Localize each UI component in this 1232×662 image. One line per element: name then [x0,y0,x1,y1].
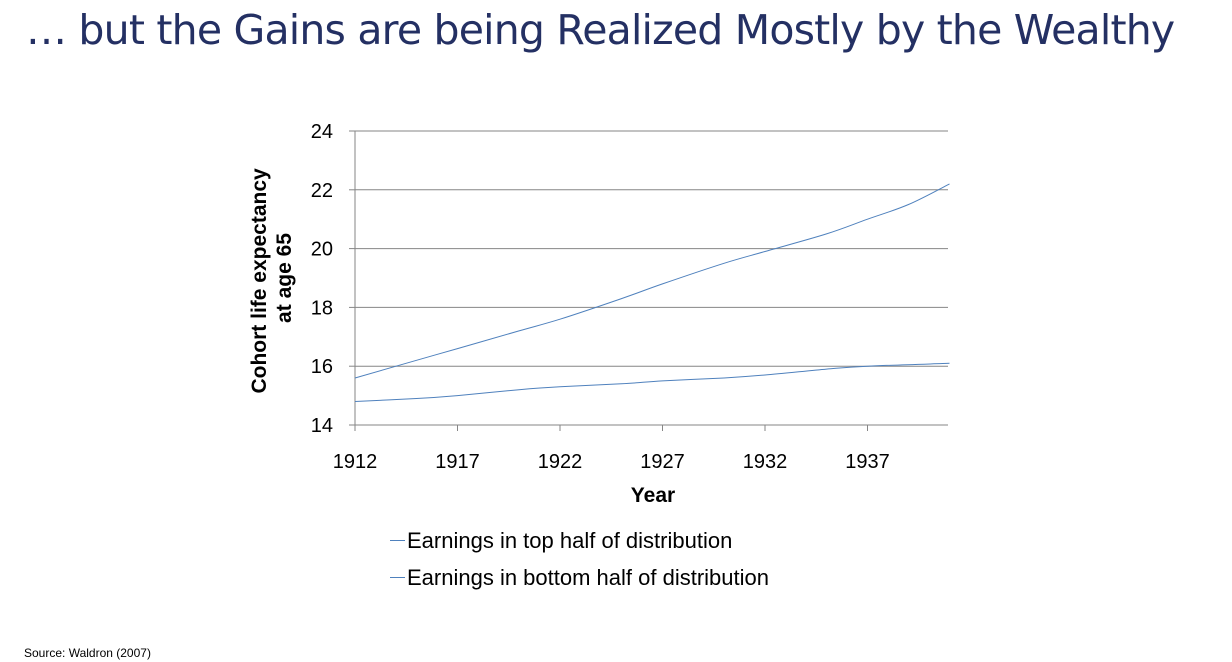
x-tick-label: 1937 [845,451,890,473]
y-tick-label: 16 [311,356,333,378]
gridlines [355,130,948,367]
x-axis-title: Year [631,484,675,507]
series-line-top-half [354,183,950,379]
y-tick-label: 18 [311,297,333,319]
source-note: Source: Waldron (2007) [24,646,151,660]
y-axis-title-line-1: Cohort life expectancy [248,168,271,394]
y-tick-label: 20 [311,239,333,261]
y-tick-label: 22 [311,180,333,202]
legend-line-swatch [390,577,405,578]
axes [349,130,948,431]
tick-labels: 14 16 18 20 22 24 1912 1917 1922 1927 1932 1937 [311,121,890,473]
x-tick-label: 1912 [333,451,378,473]
series-line-bottom-half [354,362,950,402]
legend-item-bottom-half: Earnings in bottom half of distribution [390,559,769,596]
y-tick-label: 24 [311,121,333,143]
y-axis-title: Cohort life expectancy at age 65 [248,162,296,393]
series-lines [354,183,950,402]
legend-label: Earnings in bottom half of distribution [407,564,769,590]
chart-legend: Earnings in top half of distribution Ear… [390,522,769,596]
x-tick-label: 1917 [435,451,480,473]
legend-line-swatch [390,540,405,541]
x-tick-label: 1927 [640,451,685,473]
x-tick-label: 1922 [538,451,583,473]
y-axis-title-line-2: at age 65 [273,233,296,323]
legend-label: Earnings in top half of distribution [407,527,733,553]
slide-title: … but the Gains are being Realized Mostl… [26,6,1175,54]
y-tick-label: 14 [311,415,333,437]
legend-item-top-half: Earnings in top half of distribution [390,522,769,559]
x-tick-label: 1932 [743,451,788,473]
